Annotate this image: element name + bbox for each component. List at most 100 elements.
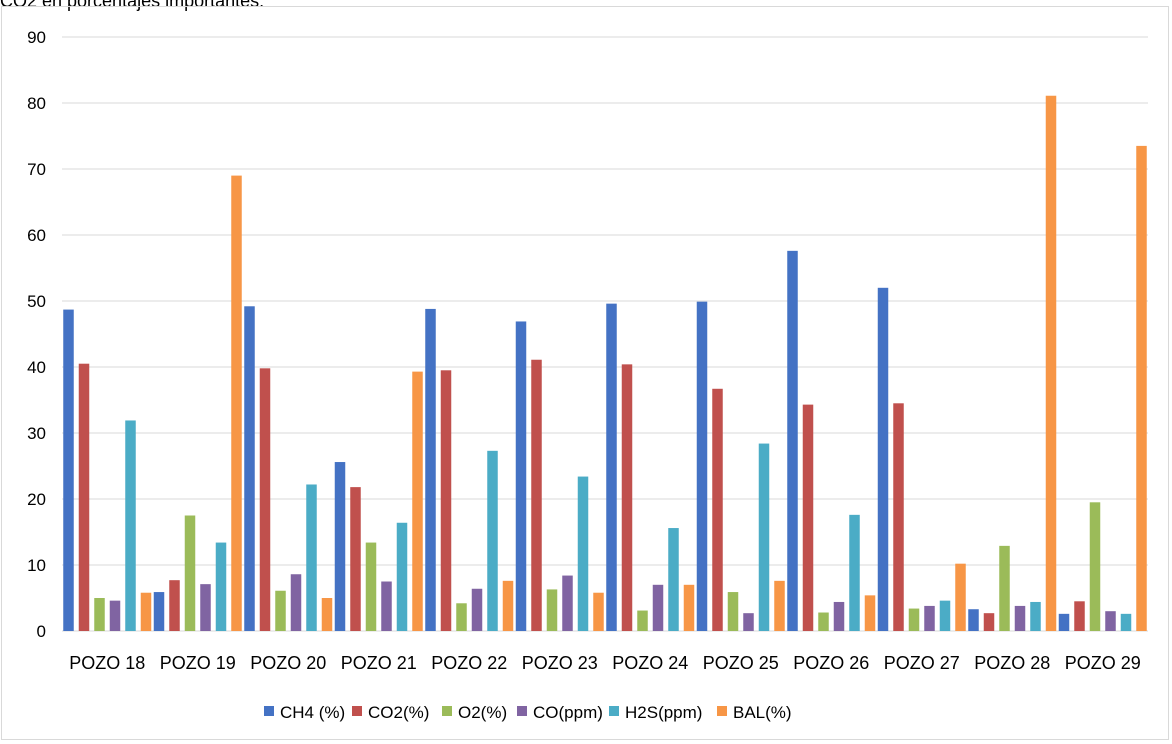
y-tick-label: 90	[27, 28, 46, 47]
bar	[802, 404, 814, 631]
bar	[412, 371, 423, 631]
bar	[774, 580, 785, 631]
y-tick-label: 40	[27, 358, 46, 377]
bar	[1014, 605, 1026, 631]
chart-caption: CO2 en porcentajes importantes.	[0, 0, 265, 11]
bar	[109, 600, 121, 631]
bar	[456, 603, 467, 631]
bar	[290, 574, 302, 631]
bar	[983, 613, 995, 631]
bar	[893, 403, 904, 631]
bar	[502, 580, 514, 631]
x-tick-label: POZO 28	[974, 653, 1050, 673]
y-tick-label: 50	[27, 292, 46, 311]
legend-label: CO(ppm)	[533, 703, 603, 722]
y-tick-label: 80	[27, 94, 46, 113]
y-tick-label: 60	[27, 226, 46, 245]
bar	[939, 600, 951, 631]
legend-swatch	[352, 706, 362, 716]
x-tick-label: POZO 23	[522, 653, 598, 673]
bar	[818, 612, 829, 631]
legend-swatch	[517, 706, 527, 716]
bar	[1120, 613, 1132, 631]
bar	[743, 613, 754, 631]
bar	[577, 476, 589, 631]
bar	[531, 359, 542, 631]
bar	[321, 598, 333, 631]
bar	[1030, 601, 1041, 631]
bar	[864, 595, 876, 631]
bar	[487, 450, 498, 631]
bar	[381, 581, 392, 631]
bar	[275, 590, 286, 631]
x-tick-label: POZO 20	[250, 653, 326, 673]
bar	[849, 514, 860, 631]
bar	[652, 584, 664, 631]
x-tick-label: POZO 29	[1065, 653, 1141, 673]
legend-swatch	[264, 706, 274, 716]
bar	[259, 368, 271, 631]
x-tick-label: POZO 19	[160, 653, 236, 673]
x-tick-label: POZO 26	[793, 653, 869, 673]
bar	[668, 528, 679, 631]
bar	[593, 592, 604, 631]
bar	[306, 484, 317, 631]
x-tick-label: POZO 27	[884, 653, 960, 673]
y-tick-label: 20	[27, 490, 46, 509]
legend-swatch	[717, 706, 727, 716]
bar	[125, 420, 136, 631]
bar	[365, 542, 377, 631]
bar	[637, 610, 648, 631]
x-tick-label: POZO 25	[703, 653, 779, 673]
bar	[908, 608, 920, 631]
bar	[1058, 613, 1070, 631]
bar	[244, 306, 255, 631]
bar	[999, 545, 1010, 631]
bar	[350, 487, 361, 631]
bar	[683, 584, 695, 631]
y-tick-label: 10	[27, 556, 46, 575]
bar	[606, 303, 617, 631]
bar	[562, 575, 573, 631]
bar	[787, 250, 798, 631]
bar	[968, 609, 979, 631]
bar	[78, 363, 90, 631]
y-tick-label: 0	[37, 622, 46, 641]
legend-swatch	[609, 706, 619, 716]
legend-label: O2(%)	[458, 703, 507, 722]
bar	[1105, 611, 1116, 631]
bar	[546, 589, 558, 631]
legend-label: CO2(%)	[368, 703, 429, 722]
bar	[833, 601, 845, 631]
y-tick-label: 30	[27, 424, 46, 443]
x-tick-label: POZO 22	[431, 653, 507, 673]
bar	[696, 301, 708, 631]
bar	[1074, 601, 1085, 631]
bar	[231, 175, 242, 631]
bar	[140, 592, 152, 631]
chart-frame	[1, 6, 1169, 740]
bar	[200, 584, 211, 631]
bar	[758, 443, 770, 631]
bar	[1136, 145, 1147, 631]
bar	[621, 364, 633, 631]
bar	[471, 588, 483, 631]
bar	[712, 388, 723, 631]
legend-label: CH4 (%)	[280, 703, 345, 722]
legend-label: BAL(%)	[733, 703, 792, 722]
bar	[955, 563, 966, 631]
bar	[440, 370, 452, 631]
x-tick-label: POZO 21	[341, 653, 417, 673]
bar	[425, 308, 436, 631]
legend-label: H2S(ppm)	[625, 703, 702, 722]
bar	[184, 515, 196, 631]
y-tick-label: 70	[27, 160, 46, 179]
bar	[94, 598, 105, 631]
x-tick-label: POZO 24	[612, 653, 688, 673]
bar	[924, 605, 935, 631]
bar	[727, 592, 739, 631]
x-tick-label: POZO 18	[69, 653, 145, 673]
bar	[153, 592, 165, 631]
bar	[1089, 502, 1101, 631]
